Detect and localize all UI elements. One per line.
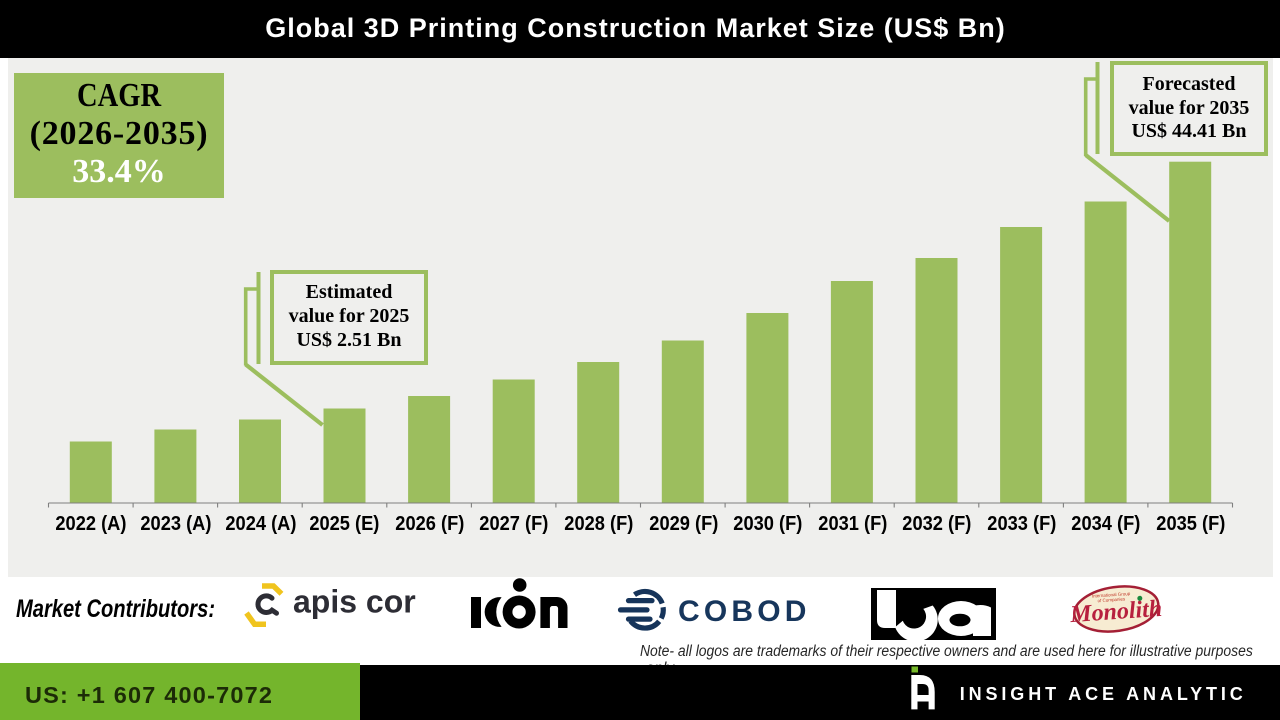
svg-text:COBOD: COBOD <box>678 595 811 628</box>
svg-text:International Group: International Group <box>1092 591 1131 599</box>
svg-text:INSIGHT ACE ANALYTIC: INSIGHT ACE ANALYTIC <box>960 684 1247 704</box>
svg-text:Monolith: Monolith <box>1068 596 1163 628</box>
svg-text:apis cor: apis cor <box>293 584 416 620</box>
svg-text:of Companies: of Companies <box>1097 596 1126 603</box>
